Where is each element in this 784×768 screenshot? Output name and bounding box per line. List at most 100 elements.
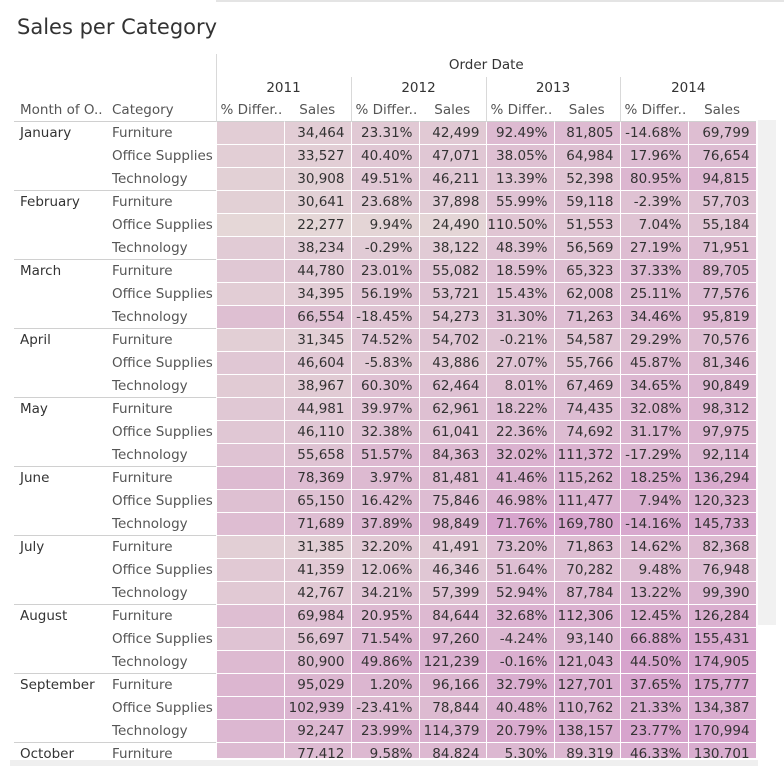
diff-cell[interactable] xyxy=(215,719,285,743)
diff-cell[interactable]: 37.89% xyxy=(350,512,420,536)
sales-cell[interactable]: 175,777 xyxy=(687,673,756,697)
sales-cell[interactable]: 98,849 xyxy=(418,512,487,536)
sales-cell[interactable]: 78,844 xyxy=(418,696,487,720)
diff-cell[interactable]: 38.05% xyxy=(485,144,555,168)
sales-cell[interactable]: 65,323 xyxy=(553,259,621,283)
sales-cell[interactable]: 59,118 xyxy=(553,190,621,214)
diff-cell[interactable] xyxy=(215,489,285,513)
sales-cell[interactable]: 120,323 xyxy=(687,489,756,513)
sales-cell[interactable]: 169,780 xyxy=(553,512,621,536)
diff-cell[interactable]: 32.79% xyxy=(485,673,555,697)
diff-cell[interactable]: -14.68% xyxy=(619,121,689,145)
diff-cell[interactable]: 18.22% xyxy=(485,397,555,421)
diff-cell[interactable]: 71.54% xyxy=(350,627,420,651)
diff-cell[interactable]: 14.62% xyxy=(619,535,689,559)
diff-cell[interactable] xyxy=(215,351,285,375)
diff-cell[interactable]: 66.88% xyxy=(619,627,689,651)
diff-cell[interactable]: 12.45% xyxy=(619,604,689,628)
diff-cell[interactable]: 46.33% xyxy=(619,742,689,758)
sales-cell[interactable]: 75,846 xyxy=(418,489,487,513)
sales-cell[interactable]: 78,369 xyxy=(283,466,352,490)
diff-cell[interactable]: 52.94% xyxy=(485,581,555,605)
diff-cell[interactable]: 32.68% xyxy=(485,604,555,628)
sales-cell[interactable]: 24,490 xyxy=(418,213,487,237)
sales-cell[interactable]: 97,260 xyxy=(418,627,487,651)
sales-cell[interactable]: 30,641 xyxy=(283,190,352,214)
sales-column-header-2013[interactable]: Sales xyxy=(568,102,605,118)
diff-cell[interactable]: 32.08% xyxy=(619,397,689,421)
diff-cell[interactable] xyxy=(215,535,285,559)
sales-cell[interactable]: 174,905 xyxy=(687,650,756,674)
sales-cell[interactable]: 77,412 xyxy=(283,742,352,758)
sales-cell[interactable]: 38,234 xyxy=(283,236,352,260)
diff-cell[interactable]: -0.21% xyxy=(485,328,555,352)
sales-cell[interactable]: 145,733 xyxy=(687,512,756,536)
sales-cell[interactable]: 46,346 xyxy=(418,558,487,582)
diff-cell[interactable]: 46.98% xyxy=(485,489,555,513)
sales-cell[interactable]: 42,767 xyxy=(283,581,352,605)
sales-cell[interactable]: 57,703 xyxy=(687,190,756,214)
diff-cell[interactable]: 8.01% xyxy=(485,374,555,398)
sales-cell[interactable]: 84,644 xyxy=(418,604,487,628)
sales-cell[interactable]: 64,984 xyxy=(553,144,621,168)
diff-cell[interactable]: 44.50% xyxy=(619,650,689,674)
sales-cell[interactable]: 127,701 xyxy=(553,673,621,697)
sales-cell[interactable]: 98,312 xyxy=(687,397,756,421)
diff-column-header-2014[interactable]: % Differ.. xyxy=(619,99,688,122)
sales-column-header-2014[interactable]: Sales xyxy=(704,102,740,118)
sales-cell[interactable]: 62,961 xyxy=(418,397,487,421)
sales-cell[interactable]: 136,294 xyxy=(687,466,756,490)
category-column-header[interactable]: Category xyxy=(112,102,174,118)
sales-cell[interactable]: 84,363 xyxy=(418,443,487,467)
diff-column-header-2013[interactable]: % Differ.. xyxy=(485,99,554,122)
sales-cell[interactable]: 96,166 xyxy=(418,673,487,697)
diff-cell[interactable]: 48.39% xyxy=(485,236,555,260)
sales-cell[interactable]: 42,499 xyxy=(418,121,487,145)
diff-cell[interactable]: 34.21% xyxy=(350,581,420,605)
diff-cell[interactable]: 40.40% xyxy=(350,144,420,168)
sales-cell[interactable]: 97,975 xyxy=(687,420,756,444)
sales-cell[interactable]: 81,805 xyxy=(553,121,621,145)
sales-cell[interactable]: 92,247 xyxy=(283,719,352,743)
diff-cell[interactable]: 31.30% xyxy=(485,305,555,329)
diff-cell[interactable]: -2.39% xyxy=(619,190,689,214)
diff-cell[interactable]: -14.16% xyxy=(619,512,689,536)
sales-cell[interactable]: 114,379 xyxy=(418,719,487,743)
sales-cell[interactable]: 41,491 xyxy=(418,535,487,559)
sales-cell[interactable]: 89,705 xyxy=(687,259,756,283)
diff-cell[interactable]: 74.52% xyxy=(350,328,420,352)
sales-cell[interactable]: 82,368 xyxy=(687,535,756,559)
diff-cell[interactable]: 41.46% xyxy=(485,466,555,490)
diff-column-header-2012[interactable]: % Differ.. xyxy=(350,99,419,122)
diff-cell[interactable]: 71.76% xyxy=(485,512,555,536)
diff-cell[interactable] xyxy=(215,121,285,145)
sales-cell[interactable]: 170,994 xyxy=(687,719,756,743)
diff-cell[interactable]: 12.06% xyxy=(350,558,420,582)
diff-cell[interactable]: 49.86% xyxy=(350,650,420,674)
sales-cell[interactable]: 115,262 xyxy=(553,466,621,490)
sales-cell[interactable]: 134,387 xyxy=(687,696,756,720)
sales-cell[interactable]: 67,469 xyxy=(553,374,621,398)
diff-cell[interactable]: 49.51% xyxy=(350,167,420,191)
diff-cell[interactable]: 45.87% xyxy=(619,351,689,375)
sales-cell[interactable]: 46,211 xyxy=(418,167,487,191)
sales-cell[interactable]: 71,263 xyxy=(553,305,621,329)
sales-cell[interactable]: 89,319 xyxy=(553,742,621,758)
sales-cell[interactable]: 54,273 xyxy=(418,305,487,329)
sales-column-header-2011[interactable]: Sales xyxy=(299,102,336,118)
diff-cell[interactable]: -17.29% xyxy=(619,443,689,467)
sales-cell[interactable]: 51,553 xyxy=(553,213,621,237)
diff-cell[interactable]: 27.19% xyxy=(619,236,689,260)
diff-cell[interactable]: 22.36% xyxy=(485,420,555,444)
diff-cell[interactable]: 23.68% xyxy=(350,190,420,214)
diff-cell[interactable] xyxy=(215,305,285,329)
sales-cell[interactable]: 56,697 xyxy=(283,627,352,651)
sales-cell[interactable]: 52,398 xyxy=(553,167,621,191)
sales-cell[interactable]: 121,043 xyxy=(553,650,621,674)
sales-cell[interactable]: 61,041 xyxy=(418,420,487,444)
diff-cell[interactable]: 37.33% xyxy=(619,259,689,283)
sales-cell[interactable]: 54,587 xyxy=(553,328,621,352)
sales-cell[interactable]: 71,863 xyxy=(553,535,621,559)
sales-cell[interactable]: 90,849 xyxy=(687,374,756,398)
diff-cell[interactable]: 110.50% xyxy=(485,213,555,237)
